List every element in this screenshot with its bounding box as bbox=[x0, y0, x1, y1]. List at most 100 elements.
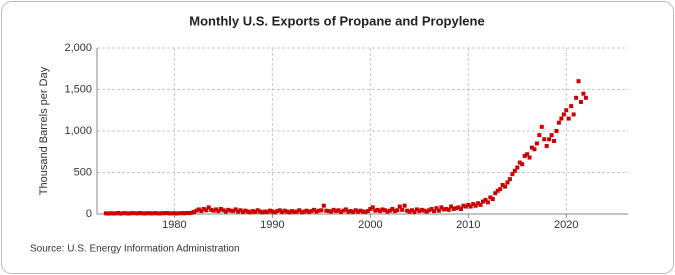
point bbox=[564, 108, 569, 113]
point bbox=[556, 120, 561, 125]
point bbox=[520, 162, 525, 167]
point bbox=[539, 124, 544, 129]
point bbox=[304, 208, 309, 213]
point bbox=[351, 209, 356, 214]
point bbox=[461, 203, 466, 208]
source: Source: U.S. Energy Information Administ… bbox=[30, 244, 240, 255]
point bbox=[189, 210, 194, 215]
point bbox=[407, 209, 412, 214]
point bbox=[123, 211, 128, 216]
y-tick-label: 1,500 bbox=[64, 83, 92, 95]
point bbox=[270, 209, 275, 214]
point bbox=[172, 211, 177, 216]
point bbox=[360, 209, 365, 214]
point bbox=[517, 160, 522, 165]
point bbox=[331, 207, 336, 212]
point bbox=[140, 211, 145, 216]
point bbox=[400, 207, 405, 212]
point bbox=[358, 208, 363, 213]
point bbox=[569, 104, 574, 109]
point bbox=[218, 207, 223, 212]
point bbox=[155, 211, 160, 216]
point bbox=[150, 211, 155, 216]
point bbox=[138, 211, 143, 216]
point bbox=[280, 209, 285, 214]
point bbox=[515, 165, 520, 170]
point bbox=[429, 207, 434, 212]
point bbox=[446, 207, 451, 212]
point bbox=[483, 197, 488, 202]
point bbox=[111, 211, 116, 216]
y-tick-label: 1,000 bbox=[64, 125, 92, 137]
point bbox=[255, 208, 260, 213]
point bbox=[522, 153, 527, 158]
point bbox=[196, 207, 201, 212]
point bbox=[309, 209, 314, 214]
point bbox=[412, 209, 417, 214]
point bbox=[571, 112, 576, 117]
point bbox=[380, 207, 385, 212]
point bbox=[439, 205, 444, 210]
point bbox=[512, 168, 517, 173]
point bbox=[302, 209, 307, 214]
point bbox=[552, 138, 557, 143]
point bbox=[324, 208, 329, 213]
point bbox=[561, 112, 566, 117]
point bbox=[566, 116, 571, 121]
point bbox=[488, 195, 493, 200]
point bbox=[507, 177, 512, 182]
point bbox=[201, 207, 206, 212]
point bbox=[485, 200, 490, 205]
y-axis-label: Thousand Barrels per Day bbox=[38, 66, 50, 195]
point bbox=[204, 208, 209, 213]
point bbox=[116, 211, 121, 216]
point bbox=[490, 197, 495, 202]
point bbox=[245, 209, 250, 214]
point bbox=[228, 208, 233, 213]
point bbox=[125, 211, 130, 216]
point bbox=[147, 211, 152, 216]
point bbox=[343, 207, 348, 212]
point bbox=[395, 208, 400, 213]
point bbox=[390, 207, 395, 212]
point bbox=[130, 211, 135, 216]
point bbox=[373, 208, 378, 213]
point bbox=[329, 209, 334, 214]
point bbox=[238, 208, 243, 213]
point bbox=[471, 202, 476, 207]
point bbox=[458, 207, 463, 212]
point bbox=[392, 209, 397, 214]
point bbox=[214, 207, 219, 212]
point bbox=[258, 209, 263, 214]
point bbox=[378, 209, 383, 214]
y-tick-label: 0 bbox=[86, 208, 92, 220]
point bbox=[417, 209, 422, 214]
point bbox=[267, 208, 272, 213]
point bbox=[434, 206, 439, 211]
point bbox=[248, 210, 253, 215]
point bbox=[167, 211, 172, 216]
point bbox=[544, 143, 549, 148]
point bbox=[285, 209, 290, 214]
point bbox=[468, 204, 473, 209]
point bbox=[143, 211, 148, 216]
point bbox=[387, 208, 392, 213]
point bbox=[334, 209, 339, 214]
point bbox=[326, 209, 331, 214]
point bbox=[157, 211, 162, 216]
point bbox=[532, 147, 537, 152]
chart-title: Monthly U.S. Exports of Propane and Prop… bbox=[189, 13, 484, 28]
point bbox=[422, 208, 427, 213]
point bbox=[211, 208, 216, 213]
point bbox=[152, 211, 157, 216]
point bbox=[559, 116, 564, 121]
point bbox=[338, 209, 343, 214]
point bbox=[534, 141, 539, 146]
point bbox=[194, 208, 199, 213]
point bbox=[231, 209, 236, 214]
point bbox=[466, 202, 471, 207]
point bbox=[297, 208, 302, 213]
point bbox=[282, 208, 287, 213]
